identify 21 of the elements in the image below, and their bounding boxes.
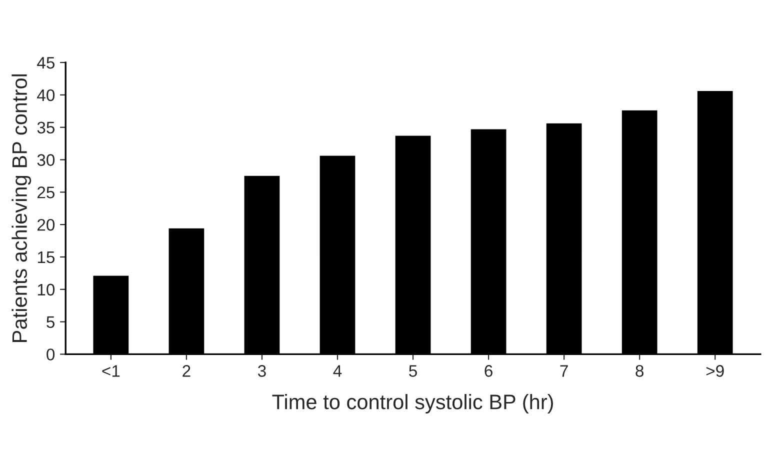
y-tick-label: 20 xyxy=(38,218,55,231)
x-tick-label: 4 xyxy=(333,365,342,377)
y-tick-label: 35 xyxy=(37,122,55,134)
x-tick-label: 2 xyxy=(182,365,190,377)
x-tick-label: 8 xyxy=(636,365,644,377)
x-tick-label: >9 xyxy=(706,365,724,377)
y-tick-label: 30 xyxy=(37,154,55,166)
x-tick-label: 3 xyxy=(258,365,266,377)
x-tick-label: 5 xyxy=(409,365,417,377)
y-tick-label: 40 xyxy=(37,89,55,102)
y-tick-label: 10 xyxy=(38,284,55,296)
y-tick-label: 45 xyxy=(37,57,55,69)
y-axis-title: Patients achieving BP control xyxy=(12,74,32,342)
x-tick-label: <1 xyxy=(102,365,120,377)
x-axis-title: Time to control systolic BP (hr) xyxy=(272,394,553,414)
y-tick-label: 25 xyxy=(38,186,55,198)
x-tick-label: 7 xyxy=(560,365,568,377)
y-tick-label: 15 xyxy=(38,252,55,264)
x-tick-label: 6 xyxy=(484,365,492,377)
y-tick-label: 5 xyxy=(46,316,55,328)
y-tick-label: 0 xyxy=(46,348,55,360)
